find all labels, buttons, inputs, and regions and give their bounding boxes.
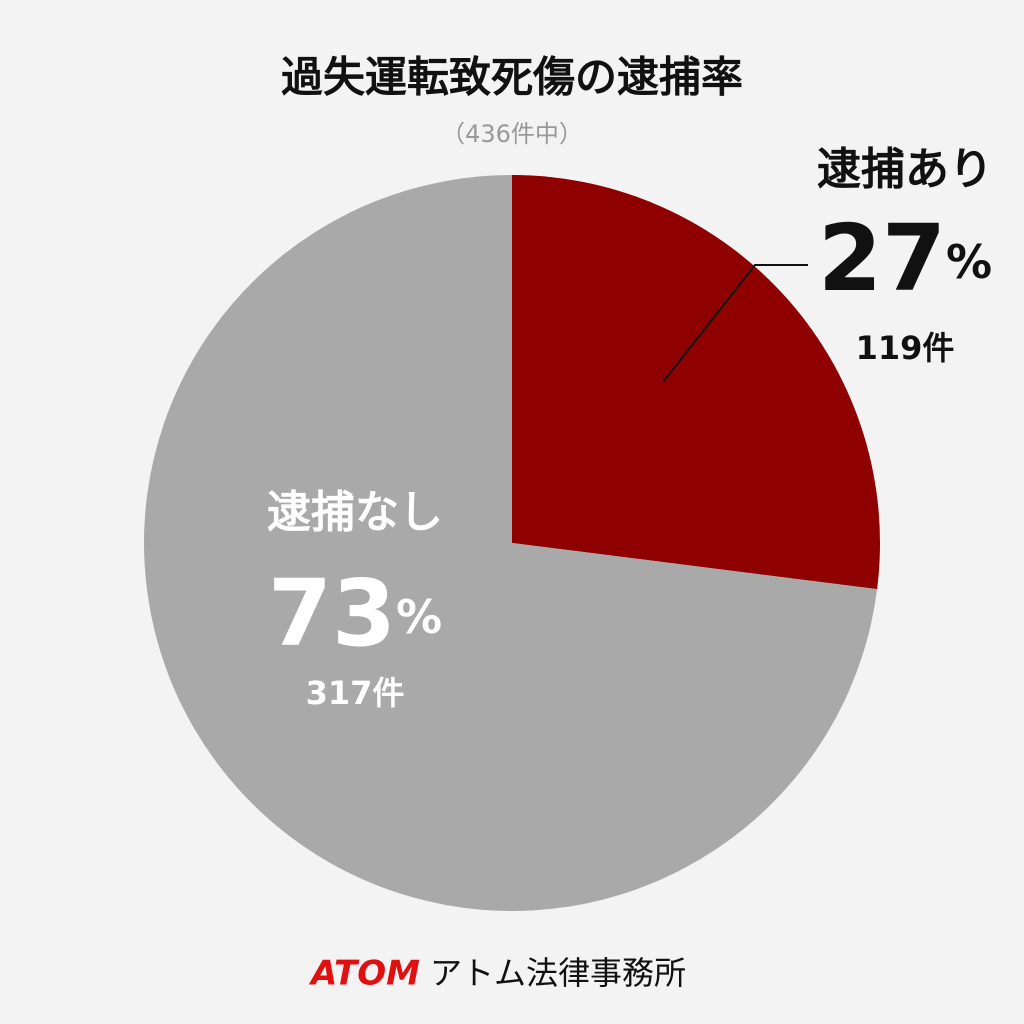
slice-label: 逮捕あり: [817, 144, 993, 195]
pie-slice: [144, 175, 878, 911]
percent-unit: %: [396, 590, 442, 644]
footer-name: アトム法律事務所: [430, 954, 686, 992]
chart-title: 過失運転致死傷の逮捕率: [281, 53, 743, 102]
chart-subtitle: （436件中）: [441, 120, 583, 148]
slice-count: 317件: [306, 674, 405, 712]
percent-value: 73: [268, 560, 396, 667]
percent-unit: %: [946, 235, 992, 289]
slice-percent: 73%: [268, 560, 442, 667]
pie: [144, 175, 880, 911]
footer-brand: ATOM: [308, 954, 420, 994]
slice-count: 119件: [856, 329, 955, 367]
pie-slice: [512, 175, 880, 590]
leader-line: [662, 264, 808, 383]
slice-percent: 27%: [818, 205, 992, 312]
slice-label: 逮捕なし: [267, 487, 443, 538]
percent-value: 27: [818, 205, 946, 312]
